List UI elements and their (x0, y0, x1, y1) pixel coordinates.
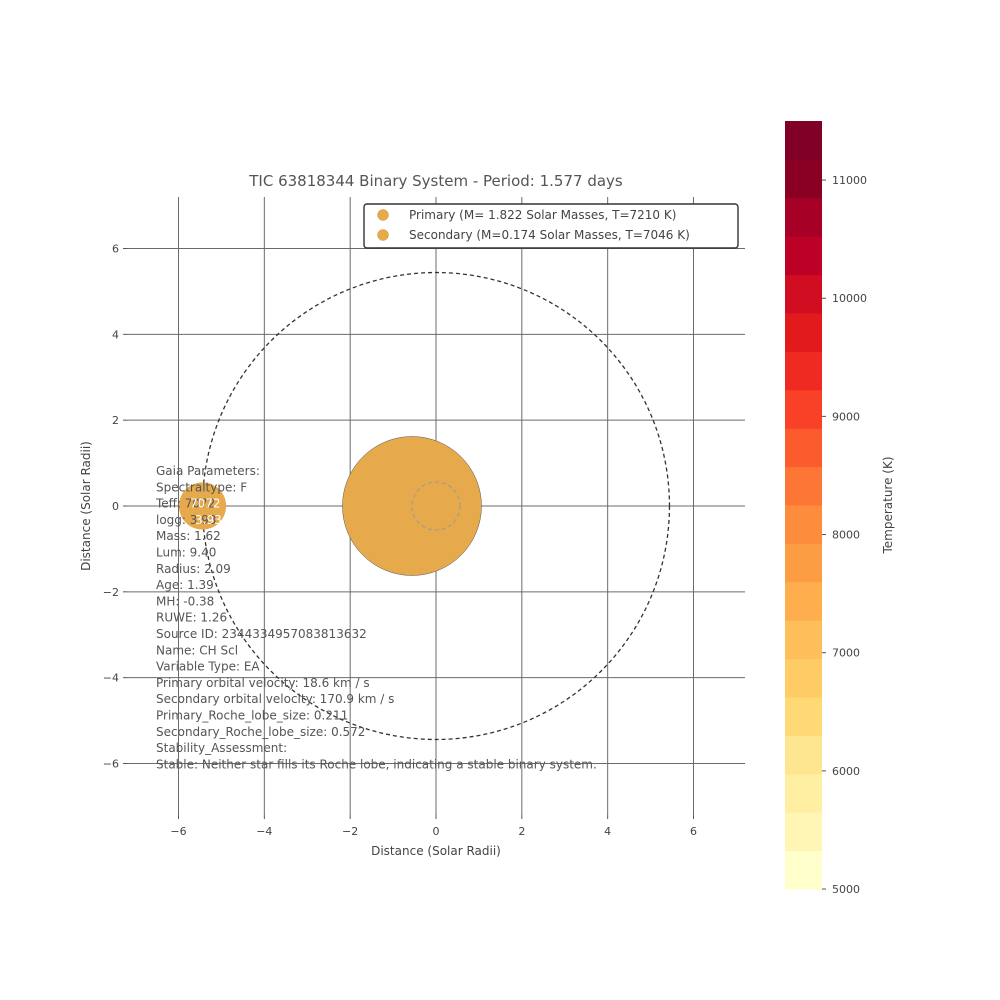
colorbar-segment (785, 505, 822, 544)
colorbar-tick-label: 9000 (832, 410, 860, 423)
colorbar-segment (785, 812, 822, 852)
info-line: Gaia Parameters: (156, 464, 260, 478)
y-tick-label: 0 (112, 500, 119, 513)
info-line: Mass: 1.62 (156, 529, 221, 543)
info-line: Age: 1.39 (156, 578, 214, 592)
x-tick-label: −4 (256, 825, 272, 838)
legend-entry: Secondary (M=0.174 Solar Masses, T=7046 … (409, 228, 690, 242)
colorbar-segment (785, 466, 822, 506)
colorbar-tick-label: 5000 (832, 883, 860, 896)
y-axis-label: Distance (Solar Radii) (79, 441, 93, 571)
colorbar-tick-label: 10000 (832, 292, 867, 305)
secondary-star (178, 482, 227, 530)
colorbar-segment (785, 121, 822, 160)
y-tick-label: 4 (112, 328, 119, 341)
info-line: Radius: 2.09 (156, 562, 231, 576)
x-tick-label: −6 (170, 825, 186, 838)
info-line: Variable Type: EA (156, 660, 260, 674)
legend: Primary (M= 1.822 Solar Masses, T=7210 K… (363, 203, 739, 249)
info-line: Stability_Assessment: (156, 741, 287, 755)
colorbar-segment (785, 389, 822, 429)
colorbar-segment (785, 697, 822, 736)
info-panel: Gaia Parameters: Spectraltype: F Teff: 707… (155, 464, 597, 771)
colorbar-segment (785, 658, 822, 698)
x-tick-label: −2 (342, 825, 358, 838)
info-line: Spectraltype: F (156, 480, 247, 494)
legend-entry: Primary (M= 1.822 Solar Masses, T=7210 K… (409, 208, 676, 222)
teff-star-label: 7072 (190, 497, 221, 511)
colorbar-segment (785, 236, 822, 276)
x-tick-label: 6 (690, 825, 697, 838)
info-line: Secondary orbital velocity: 170.9 km / s (156, 692, 394, 706)
legend-marker (377, 209, 389, 221)
colorbar-segment (785, 159, 822, 199)
x-tick-label: 4 (604, 825, 611, 838)
colorbar-segment (785, 773, 822, 813)
info-line: Teff: 7072 (155, 497, 215, 511)
colorbar-segment (785, 543, 822, 583)
primary-orbit-overlay (411, 481, 461, 531)
colorbar-label: Temperature (K) (881, 456, 895, 554)
y-tick-label: 2 (112, 414, 119, 427)
info-line: Primary_Roche_lobe_size: 0.211 (156, 709, 348, 723)
colorbar-segment (785, 351, 822, 391)
colorbar-segment (785, 620, 822, 660)
colorbar-segment (785, 313, 822, 352)
colorbar-segment (785, 581, 822, 621)
info-line: Primary orbital velocity: 18.6 km / s (156, 676, 370, 690)
colorbar: 5000 6000 7000 8000 9000 10000 11000 Temperatur… (785, 121, 895, 896)
info-line: Secondary_Roche_lobe_size: 0.572 (156, 725, 365, 739)
stars (178, 436, 482, 576)
y-tick-label: −4 (103, 672, 119, 685)
x-tick-label: 0 (433, 825, 440, 838)
colorbar-tick-label: 7000 (832, 647, 860, 660)
axes: −6 −4 −2 0 2 4 6 −6 −4 −2 0 2 4 6 (103, 243, 697, 839)
info-line: Lum: 9.40 (156, 546, 216, 560)
y-tick-label: 6 (112, 243, 119, 256)
info-line: RUWE: 1.26 (156, 611, 227, 625)
info-line: logg: 3.93 (156, 513, 217, 527)
legend-box (363, 203, 739, 249)
info-line: MH: -0.38 (156, 594, 214, 608)
colorbar-tick-label: 6000 (832, 765, 860, 778)
x-axis-label: Distance (Solar Radii) (371, 844, 501, 858)
info-line: Stable: Neither star fills its Roche lob… (156, 757, 597, 771)
colorbar-segment (785, 274, 822, 314)
colorbar-tick-label: 11000 (832, 174, 867, 187)
legend-marker (377, 229, 389, 241)
y-tick-label: −2 (103, 586, 119, 599)
colorbar-segment (785, 197, 822, 237)
primary-star (342, 436, 482, 576)
logg-star-label: 3.93 (195, 513, 222, 527)
chart-title: TIC 63818344 Binary System - Period: 1.5… (248, 172, 623, 190)
info-line: Name: CH Scl (156, 643, 238, 657)
secondary-orbit (201, 271, 671, 741)
colorbar-segment (785, 735, 822, 775)
colorbar-segment (785, 428, 822, 468)
y-tick-label: −6 (103, 758, 119, 771)
colorbar-segment (785, 850, 822, 890)
x-tick-label: 2 (518, 825, 525, 838)
colorbar-tick-label: 8000 (832, 529, 860, 542)
info-line: Source ID: 2344334957083813632 (156, 627, 367, 641)
